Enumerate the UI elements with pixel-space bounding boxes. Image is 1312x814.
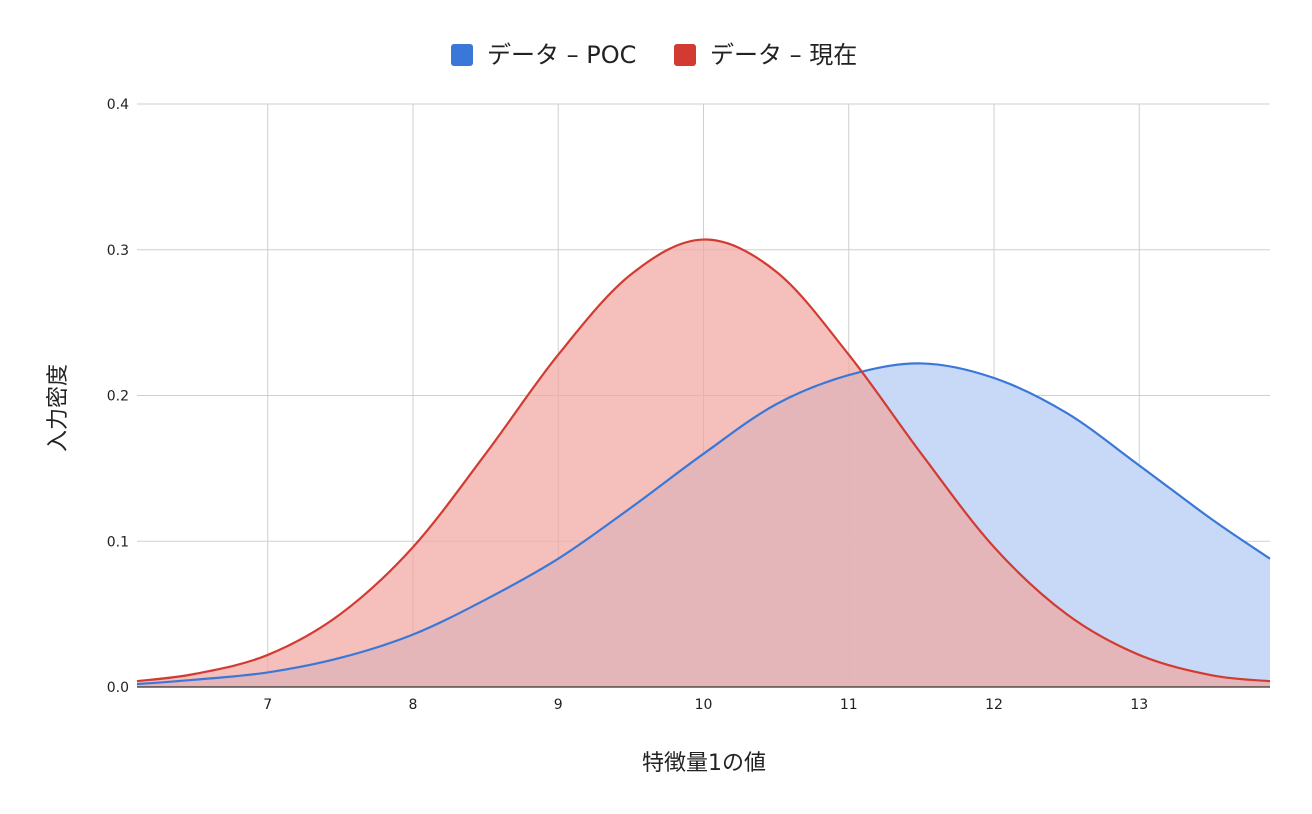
series-1-area [137, 239, 1270, 687]
series-1-line [136, 238, 1271, 683]
x-tick-label-13: 13 [1130, 697, 1148, 713]
y-axis-title: 入力密度 [46, 364, 71, 452]
y-tick-label-0.4: 0.4 [107, 97, 129, 113]
legend-label-1: データ – 現在 [710, 41, 857, 69]
series-0-line [136, 362, 1271, 686]
legend-swatch-0 [451, 44, 473, 66]
x-tick-label-8: 8 [409, 697, 418, 713]
x-tick-label-12: 12 [985, 697, 1003, 713]
y-tick-label-0.0: 0.0 [107, 680, 129, 696]
tick-labels: 7 8 9 10 11 12 13 0.0 0.1 0.2 0.3 0.4 [107, 97, 1148, 713]
x-axis-title: 特徴量1の値 [642, 751, 766, 776]
series-areas [136, 238, 1271, 687]
y-tick-label-0.1: 0.1 [107, 534, 129, 550]
y-tick-label-0.3: 0.3 [107, 243, 129, 259]
legend-label-0: データ – POC [487, 41, 636, 69]
x-tick-label-9: 9 [554, 697, 563, 713]
x-tick-label-11: 11 [840, 697, 858, 713]
x-tick-label-10: 10 [695, 697, 713, 713]
legend: データ – POC データ – 現在 [451, 41, 857, 69]
legend-swatch-1 [674, 44, 696, 66]
x-tick-label-7: 7 [263, 697, 272, 713]
y-tick-label-0.2: 0.2 [107, 389, 129, 405]
